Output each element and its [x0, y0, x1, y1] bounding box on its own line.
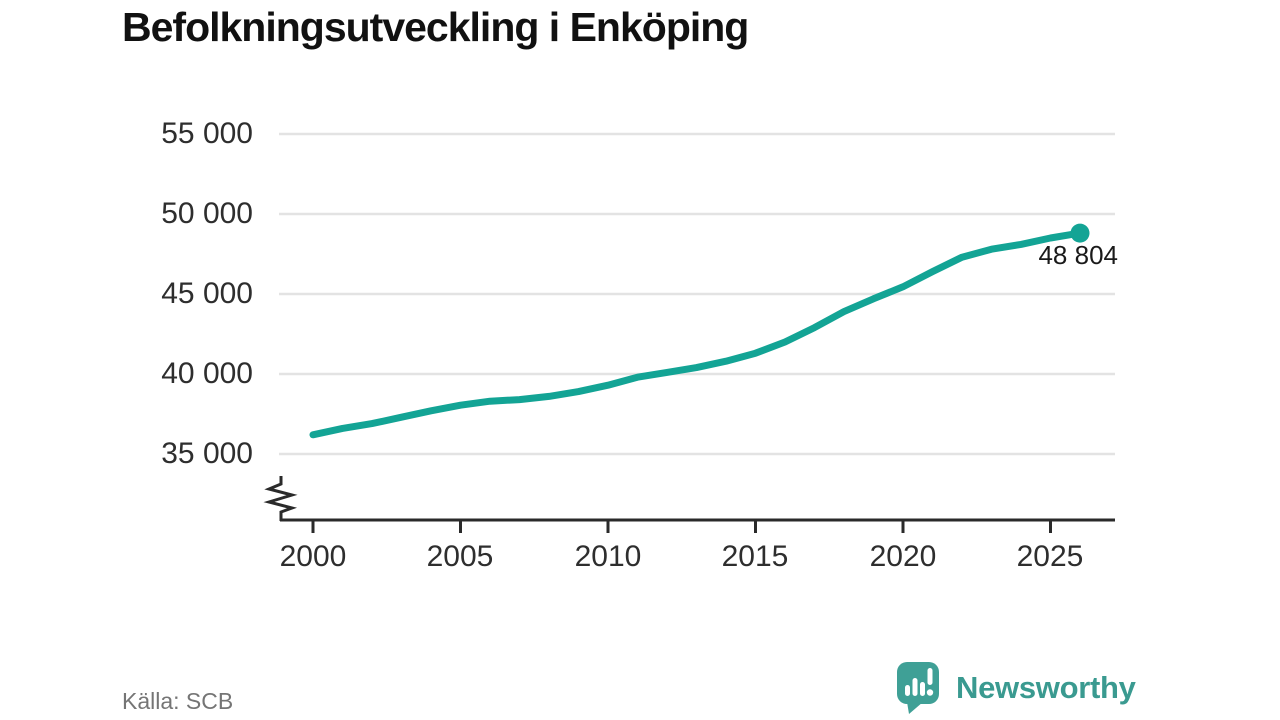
x-tick-label: 2020: [869, 540, 937, 573]
population-line-series: [309, 229, 1084, 439]
y-tick-label: 45 000: [161, 277, 253, 310]
gridlines: [279, 132, 1115, 456]
last-point-marker: [1070, 223, 1090, 243]
newsworthy-logo-icon: [897, 662, 939, 714]
x-tick-label: 2015: [721, 540, 789, 573]
x-tick-label: 2025: [1016, 540, 1084, 573]
last-value-label: 48 804: [1038, 240, 1118, 270]
x-tick-label: 2000: [279, 540, 347, 573]
y-tick-label: 55 000: [161, 117, 253, 150]
y-tick-label: 40 000: [161, 357, 253, 390]
brand-name: Newsworthy: [956, 670, 1136, 705]
y-tick-label: 50 000: [161, 197, 253, 230]
y-axis-break-icon: [263, 476, 298, 521]
x-axis: [280, 518, 1115, 533]
chart-title: Befolkningsutveckling i Enköping: [122, 4, 749, 50]
x-tick-label: 2010: [574, 540, 642, 573]
x-tick-label: 2005: [426, 540, 494, 573]
source-credit: Källa: SCB: [122, 688, 234, 714]
y-tick-label: 35 000: [161, 437, 253, 470]
brand-logo: Newsworthy: [896, 660, 1136, 716]
